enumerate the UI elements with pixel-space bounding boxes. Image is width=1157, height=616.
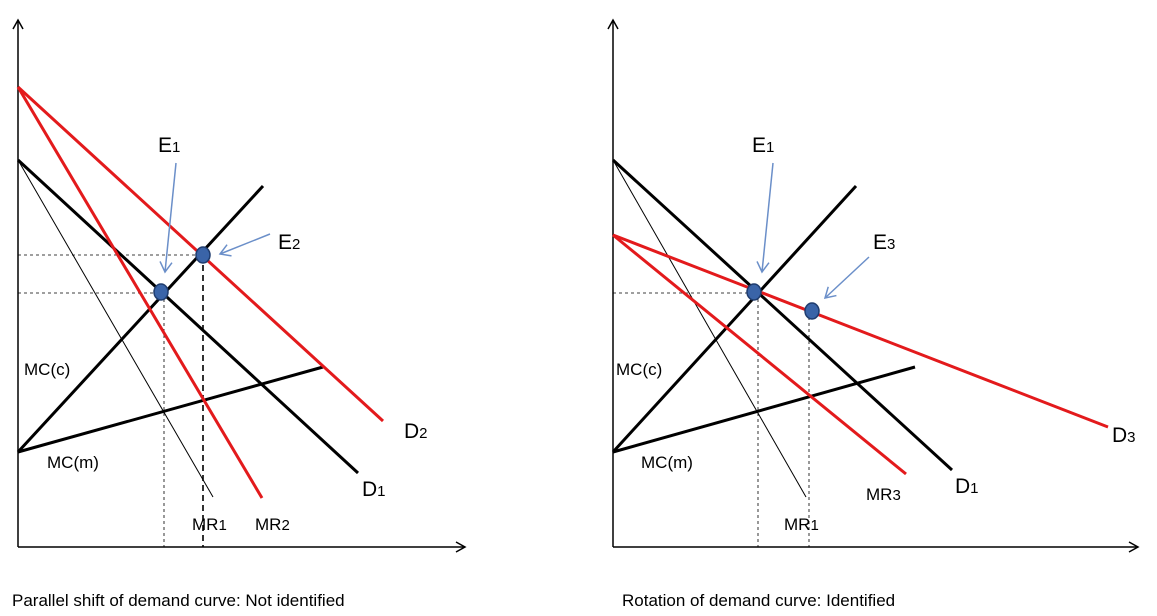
right-panel: E1 E3 D3 D1 MC(c) MC(m) MR3 MR1 Rotation…: [607, 18, 1140, 610]
right-mc-m-label: MC(m): [641, 453, 693, 472]
left-mr1-label: MR1: [192, 515, 227, 534]
left-panel: E1 E2 D2 D1 MC(c) MC(m) MR1 MR2 Parallel…: [12, 18, 467, 610]
right-mc-c-label: MC(c): [616, 360, 662, 379]
right-e3-point: [804, 302, 820, 320]
left-e1-arrow: [159, 162, 177, 274]
right-d1-label: D1: [955, 475, 979, 498]
left-mc-c-label: MC(c): [24, 360, 70, 379]
left-d1-curve: [16, 158, 360, 475]
right-d3-curve: [612, 233, 1109, 429]
left-caption: Parallel shift of demand curve: Not iden…: [12, 591, 345, 610]
left-mr2-label: MR2: [255, 515, 290, 534]
right-e3-arrow: [823, 256, 870, 299]
right-caption: Rotation of demand curve: Identified: [622, 591, 895, 610]
right-mr3-curve: [612, 233, 907, 476]
right-mr1-curve: [612, 159, 807, 498]
left-mr1-curve: [17, 159, 214, 498]
right-e3-label: E3: [873, 231, 895, 254]
left-mr2-curve: [16, 86, 264, 499]
left-e1-label: E1: [158, 134, 180, 157]
left-e2-label: E2: [278, 231, 300, 254]
right-mc-m-curve: [612, 365, 916, 454]
left-e2-arrow: [218, 233, 271, 257]
right-mr1-label: MR1: [784, 515, 819, 534]
right-mr3-label: MR3: [866, 485, 901, 504]
right-d3-label: D3: [1112, 424, 1136, 447]
right-d1-curve: [611, 158, 954, 472]
left-d2-label: D2: [404, 420, 428, 443]
left-mc-m-curve: [17, 365, 324, 454]
right-mc-c-curve: [611, 184, 858, 454]
right-e1-arrow: [756, 162, 774, 274]
left-mc-m-label: MC(m): [47, 453, 99, 472]
left-e1-point: [153, 283, 169, 301]
left-e2-point: [195, 246, 211, 264]
right-e1-point: [746, 283, 762, 301]
left-d1-label: D1: [362, 478, 386, 501]
left-mc-c-curve: [16, 184, 265, 454]
right-e1-label: E1: [752, 134, 774, 157]
